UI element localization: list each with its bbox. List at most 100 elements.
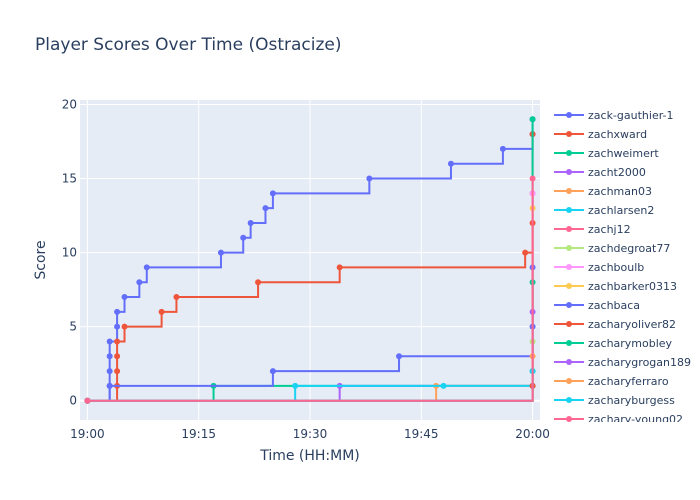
data-point	[106, 368, 113, 375]
legend-items: zack-gauthier-1 zachxward zachweimert zacht…	[554, 109, 691, 426]
legend-swatch-marker	[566, 226, 572, 232]
legend-label: zachj12	[588, 223, 631, 236]
legend-item-zachary-young02[interactable]: zachary-young02	[554, 413, 683, 426]
data-point	[499, 145, 506, 152]
data-point	[247, 219, 254, 226]
data-point	[447, 160, 454, 167]
x-tick-label: 19:00	[70, 427, 105, 441]
data-point	[106, 338, 113, 345]
legend-label: zacharymobley	[588, 337, 673, 350]
data-point	[262, 205, 269, 212]
data-point	[114, 338, 121, 345]
legend-label: zachbarker0313	[588, 280, 677, 293]
legend-swatch-marker	[566, 188, 572, 194]
legend-label: zacharyburgess	[588, 394, 675, 407]
legend-label: zacharyferraro	[588, 375, 669, 388]
legend-swatch-marker	[566, 302, 572, 308]
legend-item-zack-gauthier-1[interactable]: zack-gauthier-1	[554, 109, 674, 122]
data-point	[255, 279, 262, 286]
data-point	[240, 234, 247, 241]
x-axis-ticks: 19:00 19:15 19:30 19:45 20:00	[70, 427, 550, 441]
legend-swatch-marker	[566, 131, 572, 137]
legend-swatch-marker	[566, 150, 572, 156]
legend-item-zacharymobley[interactable]: zacharymobley	[554, 337, 673, 350]
series-line	[87, 119, 534, 402]
legend-label: zachbaca	[588, 299, 640, 312]
legend-label: zack-gauthier-1	[588, 109, 674, 122]
y-tick-label: 15	[62, 172, 77, 186]
legend-label: zachweimert	[588, 147, 659, 160]
series-zachxward	[84, 131, 536, 404]
legend-item-zachj12[interactable]: zachj12	[554, 223, 631, 236]
data-point	[269, 368, 276, 375]
data-point	[106, 353, 113, 360]
chart-title: Player Scores Over Time (Ostracize)	[35, 35, 342, 55]
series-zachary-young02	[84, 175, 536, 404]
legend-swatch-marker	[566, 397, 572, 403]
y-tick-label: 20	[62, 97, 77, 111]
data-point	[440, 382, 447, 389]
legend-label: zachxward	[588, 128, 647, 141]
legend-item-zacharyburgess[interactable]: zacharyburgess	[554, 394, 675, 407]
y-tick-label: 10	[62, 246, 77, 260]
legend-swatch-marker	[566, 283, 572, 289]
legend-swatch-marker	[566, 207, 572, 213]
data-point	[114, 308, 121, 315]
legend-item-zachbaca[interactable]: zachbaca	[554, 299, 640, 312]
legend-label: zachary-young02	[588, 413, 683, 426]
data-point	[292, 382, 299, 389]
legend-item-zachlarsen2[interactable]: zachlarsen2	[554, 204, 654, 217]
data-point	[529, 175, 536, 182]
legend-item-zacharyoliver82[interactable]: zacharyoliver82	[554, 318, 676, 331]
data-point	[529, 116, 536, 123]
legend-swatch-marker	[566, 169, 572, 175]
data-point	[114, 323, 121, 330]
legend-label: zacharyoliver82	[588, 318, 676, 331]
plot-series	[84, 116, 536, 404]
x-tick-label: 19:30	[293, 427, 328, 441]
series-line	[87, 178, 534, 402]
data-point	[121, 323, 128, 330]
legend[interactable]: zack-gauthier-1 zachxward zachweimert zacht…	[554, 109, 691, 426]
data-point	[217, 249, 224, 256]
legend-swatch-marker	[566, 378, 572, 384]
legend-label: zachman03	[588, 185, 652, 198]
legend-item-zacharygrogan189[interactable]: zacharygrogan189	[554, 356, 691, 369]
legend-item-zachweimert[interactable]: zachweimert	[554, 147, 659, 160]
legend-label: zachlarsen2	[588, 204, 654, 217]
x-tick-label: 20:00	[515, 427, 550, 441]
data-point	[158, 308, 165, 315]
y-axis-label: Score	[33, 240, 49, 279]
legend-swatch-marker	[566, 359, 572, 365]
y-axis-ticks: 0 5 10 15 20	[62, 97, 77, 407]
data-point	[106, 382, 113, 389]
legend-item-zachdegroat77[interactable]: zachdegroat77	[554, 242, 670, 255]
y-tick-label: 0	[69, 394, 77, 408]
legend-item-zacht2000[interactable]: zacht2000	[554, 166, 646, 179]
legend-item-zachboulb[interactable]: zachboulb	[554, 261, 644, 274]
legend-swatch-marker	[566, 245, 572, 251]
legend-label: zacht2000	[588, 166, 646, 179]
data-point	[136, 279, 143, 286]
legend-swatch-marker	[566, 321, 572, 327]
legend-item-zachman03[interactable]: zachman03	[554, 185, 652, 198]
x-axis-label: Time (HH:MM)	[259, 448, 360, 464]
legend-swatch-marker	[566, 416, 572, 422]
data-point	[396, 353, 403, 360]
data-point	[336, 264, 343, 271]
legend-label: zachdegroat77	[588, 242, 670, 255]
data-point	[173, 294, 180, 301]
data-point	[121, 294, 128, 301]
legend-item-zachbarker0313[interactable]: zachbarker0313	[554, 280, 677, 293]
data-point	[114, 368, 121, 375]
legend-swatch-marker	[566, 264, 572, 270]
data-point	[84, 397, 91, 404]
data-point	[114, 353, 121, 360]
legend-item-zacharyferraro[interactable]: zacharyferraro	[554, 375, 669, 388]
y-tick-label: 5	[69, 320, 77, 334]
data-point	[269, 190, 276, 197]
legend-label: zacharygrogan189	[588, 356, 691, 369]
legend-item-zachxward[interactable]: zachxward	[554, 128, 647, 141]
x-tick-label: 19:45	[404, 427, 439, 441]
